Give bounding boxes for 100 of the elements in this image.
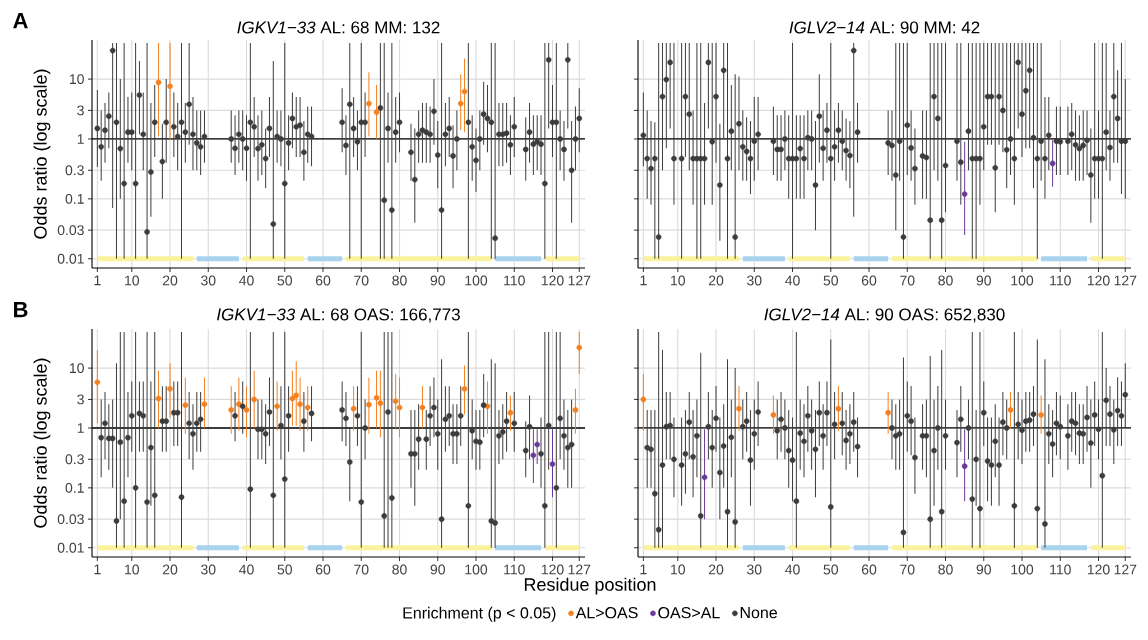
- x-tick-label: 100: [465, 564, 488, 575]
- x-tick-label: 120: [541, 564, 564, 575]
- x-tick-label: 80: [392, 564, 407, 575]
- y-tick-label: 1: [77, 423, 84, 433]
- x-tick-label: 70: [900, 564, 915, 575]
- x-tick-label: 80: [938, 564, 953, 575]
- x-tick-label: 60: [315, 275, 331, 286]
- point: [885, 409, 891, 416]
- point: [94, 379, 101, 386]
- y-tick-label: 0.3: [65, 454, 84, 465]
- point: [167, 386, 173, 392]
- x-tick-label: 70: [354, 275, 369, 286]
- point: [576, 344, 583, 351]
- chart-title: IGKV1−33 AL: 68 OAS: 166,773: [217, 308, 460, 323]
- point: [297, 401, 303, 407]
- x-tick-label: 10: [671, 564, 686, 575]
- x-tick-label: 10: [671, 275, 686, 286]
- x-tick-label: 110: [504, 275, 525, 286]
- x-tick-label: 1: [640, 275, 647, 286]
- x-tick-label: 120: [541, 275, 564, 286]
- x-tick-label: 110: [504, 564, 525, 575]
- legend-label: AL>OAS: [575, 607, 638, 619]
- point: [461, 88, 468, 95]
- x-tick-label: 110: [1050, 275, 1071, 286]
- x-tick-label: 100: [1011, 564, 1034, 575]
- x-tick-label: 40: [785, 564, 800, 575]
- point: [770, 412, 777, 418]
- x-tick-label: 1: [640, 564, 647, 575]
- point: [530, 452, 537, 459]
- point: [507, 409, 514, 416]
- chart-title: IGLV2−14 AL: 90 OAS: 652,830: [764, 308, 1005, 323]
- text: B: [14, 302, 28, 318]
- y-tick-label: 10: [69, 74, 84, 85]
- point: [373, 109, 380, 115]
- x-tick-label: 1: [94, 564, 101, 575]
- point: [243, 407, 250, 413]
- x-tick-label: 90: [976, 275, 991, 286]
- x-axis-title: Residue position: [524, 577, 656, 595]
- x-tick-label: 120: [1087, 564, 1110, 575]
- x-tick-label: 20: [708, 275, 724, 286]
- y-axis-title: Odds ratio (log scale): [33, 358, 51, 528]
- x-tick-label: 127: [568, 275, 591, 286]
- y-tick-label: 3: [77, 394, 84, 405]
- point: [549, 461, 556, 467]
- y-tick-label: 10: [69, 363, 84, 374]
- point: [304, 404, 311, 411]
- legend-label: None: [740, 607, 777, 619]
- chart-title: IGKV1−33 AL: 68 MM: 132: [237, 21, 440, 34]
- x-tick-label: 90: [976, 564, 991, 575]
- legend-label: OAS>AL: [658, 607, 720, 619]
- x-tick-label: 10: [125, 275, 140, 286]
- y-tick-label: 0.1: [65, 482, 84, 493]
- x-tick-label: 100: [1011, 275, 1034, 286]
- point: [457, 100, 464, 107]
- y-tick-label: 0.01: [57, 253, 84, 264]
- point: [701, 474, 708, 481]
- point: [155, 79, 162, 86]
- x-tick-label: 20: [708, 564, 724, 575]
- point: [572, 407, 579, 413]
- x-tick-label: 50: [823, 564, 839, 575]
- y-tick-label: 0.03: [57, 225, 84, 236]
- point: [835, 405, 842, 412]
- point: [289, 395, 296, 402]
- text: A: [13, 13, 28, 29]
- point: [461, 386, 468, 392]
- point: [182, 402, 189, 409]
- point: [350, 405, 357, 412]
- point: [640, 396, 647, 403]
- x-tick-label: 80: [392, 275, 407, 286]
- y-tick-label: 0.1: [65, 193, 84, 204]
- x-tick-label: 50: [277, 275, 293, 286]
- x-tick-label: 70: [900, 275, 915, 286]
- point: [201, 401, 208, 407]
- x-tick-label: 100: [465, 275, 488, 286]
- point: [293, 392, 300, 399]
- point: [1038, 412, 1044, 418]
- point: [228, 407, 235, 413]
- x-tick-label: 90: [430, 275, 445, 286]
- x-tick-label: 60: [861, 275, 877, 286]
- y-tick-label: 1: [77, 134, 84, 144]
- chart-title: IGLV2−14 AL: 90 MM: 42: [789, 21, 980, 34]
- legend-title: Enrichment (p < 0.05): [403, 606, 556, 622]
- x-tick-label: 90: [430, 564, 445, 575]
- x-tick-label: 127: [1114, 275, 1137, 286]
- point: [396, 404, 403, 411]
- y-tick-label: 0.01: [57, 542, 84, 553]
- y-tick-label: 0.3: [65, 165, 84, 176]
- x-tick-label: 40: [239, 564, 254, 575]
- x-tick-label: 30: [747, 564, 762, 575]
- point: [961, 463, 968, 469]
- point: [377, 400, 384, 406]
- point: [167, 83, 173, 90]
- x-tick-label: 127: [568, 564, 591, 575]
- y-tick-label: 0.03: [57, 514, 84, 525]
- x-tick-label: 60: [315, 564, 331, 575]
- point: [366, 401, 372, 408]
- x-tick-label: 110: [1050, 564, 1071, 575]
- point: [736, 405, 742, 412]
- x-tick-label: 30: [201, 275, 216, 286]
- x-tick-label: 50: [277, 564, 293, 575]
